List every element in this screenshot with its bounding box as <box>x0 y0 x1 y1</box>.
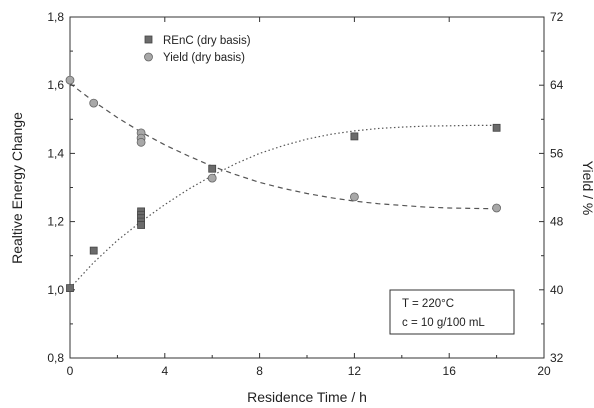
annotation-box: T = 220°C c = 10 g/100 mL <box>389 289 515 335</box>
point-yield <box>89 98 99 108</box>
point-yield <box>207 173 217 183</box>
legend-marker-renc <box>144 35 153 44</box>
legend: REnC (dry basis) Yield (dry basis) <box>144 35 251 64</box>
point-yield <box>136 137 146 147</box>
point-renc <box>208 164 217 173</box>
x-tick-label: 8 <box>256 364 263 378</box>
annotation-frame <box>389 289 515 335</box>
x-tick-label: 12 <box>348 364 362 378</box>
data-points <box>65 75 502 293</box>
y2-tick-label: 56 <box>550 146 564 160</box>
x-tick-label: 0 <box>67 364 74 378</box>
x-tick-label: 4 <box>161 364 168 378</box>
point-renc <box>492 123 501 132</box>
y2-tick-label: 64 <box>550 78 564 92</box>
point-renc <box>66 284 74 293</box>
point-renc <box>350 132 359 141</box>
annotation-temperature: T = 220°C <box>402 298 454 310</box>
point-yield <box>492 203 502 213</box>
point-yield <box>349 192 359 202</box>
y-tick-label: 1,2 <box>47 215 64 229</box>
y2-tick-label: 32 <box>550 351 564 365</box>
point-yield <box>65 75 75 85</box>
y-axis-title: Realtive Energy Change <box>9 112 25 264</box>
y-tick-label: 1,0 <box>47 283 64 297</box>
y-tick-label: 1,6 <box>47 78 64 92</box>
legend-label-renc: REnC (dry basis) <box>163 35 251 47</box>
x-tick-label: 16 <box>443 364 457 378</box>
y2-axis-title: Yield / % <box>580 161 594 216</box>
point-renc <box>89 246 98 255</box>
y-tick-label: 0,8 <box>47 351 64 365</box>
legend-marker-yield <box>144 52 153 62</box>
fit-curves <box>69 83 497 289</box>
fit-curve-renc <box>69 124 497 289</box>
y2-tick-label: 72 <box>550 10 564 24</box>
annotation-concentration: c = 10 g/100 mL <box>402 317 485 329</box>
y-tick-label: 1,4 <box>47 146 64 160</box>
y2-tick-label: 40 <box>550 283 564 297</box>
fit-curve-yield <box>69 83 497 210</box>
point-renc <box>137 221 146 229</box>
y-tick-label: 1,8 <box>47 10 64 24</box>
x-axis-title: Residence Time / h <box>247 389 367 405</box>
y2-tick-label: 48 <box>550 215 564 229</box>
legend-label-yield: Yield (dry basis) <box>163 52 245 64</box>
x-tick-label: 20 <box>537 364 551 378</box>
